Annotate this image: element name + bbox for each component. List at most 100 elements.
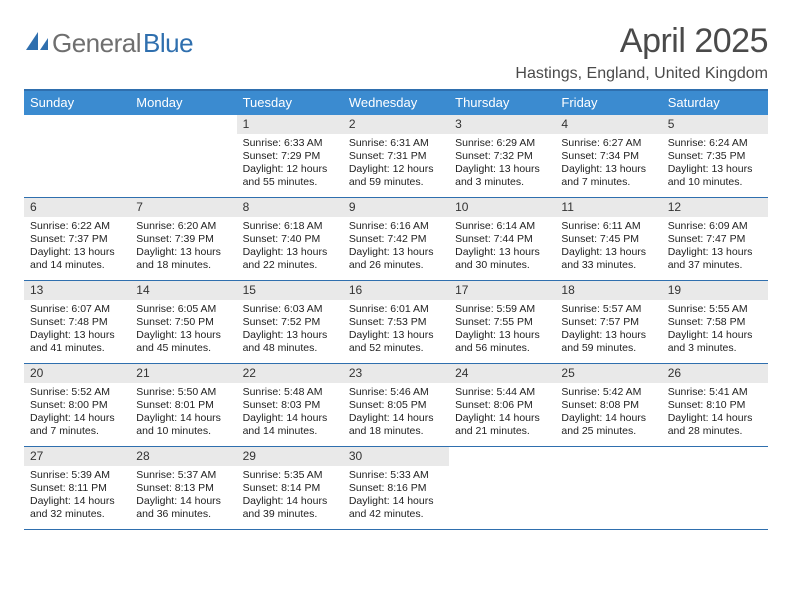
day-number: 23 xyxy=(343,364,449,383)
day-body: Sunrise: 6:29 AMSunset: 7:32 PMDaylight:… xyxy=(449,134,555,194)
sunset-text: Sunset: 8:03 PM xyxy=(243,399,337,412)
sunset-text: Sunset: 8:06 PM xyxy=(455,399,549,412)
day-cell: 25Sunrise: 5:42 AMSunset: 8:08 PMDayligh… xyxy=(555,364,661,446)
sunrise-text: Sunrise: 6:18 AM xyxy=(243,220,337,233)
day-cell: 24Sunrise: 5:44 AMSunset: 8:06 PMDayligh… xyxy=(449,364,555,446)
day-body: Sunrise: 6:27 AMSunset: 7:34 PMDaylight:… xyxy=(555,134,661,194)
day-cell: 1Sunrise: 6:33 AMSunset: 7:29 PMDaylight… xyxy=(237,115,343,197)
day-body: Sunrise: 5:46 AMSunset: 8:05 PMDaylight:… xyxy=(343,383,449,443)
day-cell: 5Sunrise: 6:24 AMSunset: 7:35 PMDaylight… xyxy=(662,115,768,197)
day-number: 7 xyxy=(130,198,236,217)
daylight-text: Daylight: 13 hours and 45 minutes. xyxy=(136,329,230,355)
day-body: Sunrise: 5:55 AMSunset: 7:58 PMDaylight:… xyxy=(662,300,768,360)
daylight-text: Daylight: 13 hours and 30 minutes. xyxy=(455,246,549,272)
day-body: Sunrise: 5:50 AMSunset: 8:01 PMDaylight:… xyxy=(130,383,236,443)
day-cell: 17Sunrise: 5:59 AMSunset: 7:55 PMDayligh… xyxy=(449,281,555,363)
day-number: 27 xyxy=(24,447,130,466)
day-number: 28 xyxy=(130,447,236,466)
day-cell: 2Sunrise: 6:31 AMSunset: 7:31 PMDaylight… xyxy=(343,115,449,197)
day-cell xyxy=(449,447,555,529)
sunrise-text: Sunrise: 5:41 AM xyxy=(668,386,762,399)
sunset-text: Sunset: 8:00 PM xyxy=(30,399,124,412)
sunset-text: Sunset: 7:48 PM xyxy=(30,316,124,329)
day-cell: 3Sunrise: 6:29 AMSunset: 7:32 PMDaylight… xyxy=(449,115,555,197)
day-body: Sunrise: 5:44 AMSunset: 8:06 PMDaylight:… xyxy=(449,383,555,443)
sunrise-text: Sunrise: 5:44 AM xyxy=(455,386,549,399)
sunrise-text: Sunrise: 6:14 AM xyxy=(455,220,549,233)
week-row: 1 Sunrise: 6:33 AMSunset: 7:29 PM Daylight… xyxy=(24,115,768,198)
sunset-text: Sunset: 8:16 PM xyxy=(349,482,443,495)
sunset-text: Sunset: 7:42 PM xyxy=(349,233,443,246)
daylight-text: Daylight: 14 hours and 39 minutes. xyxy=(243,495,337,521)
logo-text-blue: Blue xyxy=(143,28,193,59)
day-number: 3 xyxy=(449,115,555,134)
sunrise-text: Sunrise: 5:48 AM xyxy=(243,386,337,399)
weekday-header: Thursday xyxy=(449,91,555,115)
day-body: Sunrise: 6:20 AMSunset: 7:39 PMDaylight:… xyxy=(130,217,236,277)
day-number: 5 xyxy=(662,115,768,134)
day-cell: 30Sunrise: 5:33 AMSunset: 8:16 PMDayligh… xyxy=(343,447,449,529)
sunset-text: Sunset: 8:08 PM xyxy=(561,399,655,412)
sunrise-text: Sunrise: 6:03 AM xyxy=(243,303,337,316)
sunrise-text: Sunrise: 6:22 AM xyxy=(30,220,124,233)
page: General Blue April 2025 Hastings, Englan… xyxy=(0,0,792,530)
daylight-text: Daylight: 13 hours and 3 minutes. xyxy=(455,163,549,189)
weekday-header-row: Sunday Monday Tuesday Wednesday Thursday… xyxy=(24,91,768,115)
daylight-text: Daylight: 13 hours and 14 minutes. xyxy=(30,246,124,272)
weekday-header: Saturday xyxy=(662,91,768,115)
title-block: April 2025 Hastings, England, United Kin… xyxy=(515,22,768,83)
sunset-text: Sunset: 8:14 PM xyxy=(243,482,337,495)
sunrise-text: Sunrise: 5:50 AM xyxy=(136,386,230,399)
day-number: 1 xyxy=(237,115,343,134)
sunrise-text: Sunrise: 6:27 AM xyxy=(561,137,655,150)
day-body: Sunrise: 6:18 AMSunset: 7:40 PMDaylight:… xyxy=(237,217,343,277)
sunrise-text: Sunrise: 6:29 AM xyxy=(455,137,549,150)
sunrise-text: Sunrise: 6:33 AM xyxy=(243,137,337,150)
sunrise-text: Sunrise: 6:01 AM xyxy=(349,303,443,316)
sunset-text: Sunset: 7:35 PM xyxy=(668,150,762,163)
day-body: Sunrise: 5:42 AMSunset: 8:08 PMDaylight:… xyxy=(555,383,661,443)
weekday-header: Monday xyxy=(130,91,236,115)
day-body: Sunrise: 5:39 AMSunset: 8:11 PMDaylight:… xyxy=(24,466,130,526)
weekday-header: Wednesday xyxy=(343,91,449,115)
day-number: 6 xyxy=(24,198,130,217)
day-body: Sunrise: 6:14 AMSunset: 7:44 PMDaylight:… xyxy=(449,217,555,277)
daylight-text: Daylight: 14 hours and 25 minutes. xyxy=(561,412,655,438)
day-number: 18 xyxy=(555,281,661,300)
sunrise-text: Sunrise: 6:20 AM xyxy=(136,220,230,233)
day-number: 29 xyxy=(237,447,343,466)
week-row: 13Sunrise: 6:07 AMSunset: 7:48 PMDayligh… xyxy=(24,281,768,364)
day-body: Sunrise: 6:03 AMSunset: 7:52 PMDaylight:… xyxy=(237,300,343,360)
month-title: April 2025 xyxy=(515,22,768,61)
day-number: 2 xyxy=(343,115,449,134)
day-cell: 13Sunrise: 6:07 AMSunset: 7:48 PMDayligh… xyxy=(24,281,130,363)
sunset-text: Sunset: 7:44 PM xyxy=(455,233,549,246)
logo-text-gray: General xyxy=(52,28,141,59)
calendar: Sunday Monday Tuesday Wednesday Thursday… xyxy=(24,89,768,530)
day-body: Sunrise: 6:05 AMSunset: 7:50 PMDaylight:… xyxy=(130,300,236,360)
day-body: Sunrise: 5:59 AMSunset: 7:55 PMDaylight:… xyxy=(449,300,555,360)
sunset-text: Sunset: 7:53 PM xyxy=(349,316,443,329)
daylight-text: Daylight: 13 hours and 37 minutes. xyxy=(668,246,762,272)
sunset-text: Sunset: 8:01 PM xyxy=(136,399,230,412)
sunset-text: Sunset: 7:29 PM xyxy=(243,150,337,163)
daylight-text: Daylight: 13 hours and 33 minutes. xyxy=(561,246,655,272)
sunset-text: Sunset: 7:34 PM xyxy=(561,150,655,163)
day-number: 14 xyxy=(130,281,236,300)
day-cell: 6Sunrise: 6:22 AMSunset: 7:37 PMDaylight… xyxy=(24,198,130,280)
daylight-text: Daylight: 14 hours and 18 minutes. xyxy=(349,412,443,438)
day-number: 20 xyxy=(24,364,130,383)
sunset-text: Sunset: 7:39 PM xyxy=(136,233,230,246)
day-cell: 12Sunrise: 6:09 AMSunset: 7:47 PMDayligh… xyxy=(662,198,768,280)
day-cell: 26Sunrise: 5:41 AMSunset: 8:10 PMDayligh… xyxy=(662,364,768,446)
daylight-text: Daylight: 13 hours and 18 minutes. xyxy=(136,246,230,272)
day-cell: 18Sunrise: 5:57 AMSunset: 7:57 PMDayligh… xyxy=(555,281,661,363)
sunrise-text: Sunrise: 5:59 AM xyxy=(455,303,549,316)
sunset-text: Sunset: 7:31 PM xyxy=(349,150,443,163)
sunrise-text: Sunrise: 6:16 AM xyxy=(349,220,443,233)
sunset-text: Sunset: 7:55 PM xyxy=(455,316,549,329)
daylight-text: Daylight: 14 hours and 7 minutes. xyxy=(30,412,124,438)
day-number: 30 xyxy=(343,447,449,466)
week-row: 20Sunrise: 5:52 AMSunset: 8:00 PMDayligh… xyxy=(24,364,768,447)
weekday-header: Sunday xyxy=(24,91,130,115)
